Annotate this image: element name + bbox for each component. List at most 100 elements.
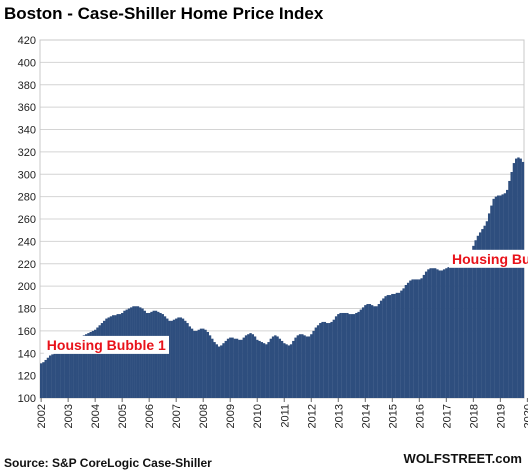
bar [312, 330, 315, 399]
bar [352, 314, 356, 398]
x-tick-label: 2014 [360, 404, 372, 428]
bar [472, 245, 475, 398]
y-tick-label: 380 [18, 80, 36, 92]
bar [265, 344, 268, 398]
bar [463, 263, 466, 398]
bar [350, 314, 354, 398]
bar [370, 305, 374, 398]
bar [193, 330, 196, 399]
bar [145, 312, 149, 398]
x-tick-label: 2015 [387, 404, 399, 428]
bar [445, 268, 448, 398]
bar [287, 345, 291, 398]
bar [204, 329, 207, 398]
bar [280, 340, 284, 398]
bar [260, 342, 264, 398]
bar [211, 338, 214, 398]
bar [496, 195, 500, 398]
bar [364, 305, 367, 398]
bar [348, 314, 351, 398]
bar [244, 335, 248, 398]
bar [433, 268, 437, 398]
bar [217, 346, 221, 398]
bar [94, 329, 97, 398]
bar [517, 157, 520, 398]
bar [346, 312, 349, 398]
bar [276, 336, 279, 398]
bar [334, 316, 338, 398]
bar [105, 318, 108, 398]
x-tick-label: 2017 [441, 404, 453, 428]
bar [431, 268, 435, 398]
bar [78, 337, 81, 398]
bar [316, 325, 320, 398]
y-tick-label: 280 [18, 192, 36, 204]
bar [420, 278, 423, 398]
bar [69, 342, 72, 398]
bar [427, 269, 430, 398]
bar [508, 180, 511, 398]
bar [406, 282, 410, 398]
bar [213, 342, 216, 398]
y-tick-label: 400 [18, 57, 36, 69]
bar [76, 338, 79, 398]
bar [80, 336, 83, 398]
bar [442, 269, 446, 398]
bar [355, 312, 358, 398]
bar [411, 279, 414, 398]
bar [451, 265, 455, 398]
y-tick-label: 100 [18, 393, 36, 405]
bar [159, 312, 162, 398]
annotation-background [43, 335, 170, 354]
x-tick-label: 2011 [279, 404, 291, 428]
bar [199, 328, 203, 398]
y-tick-label: 140 [18, 348, 36, 360]
bar [51, 354, 54, 398]
bar [179, 317, 182, 398]
bar [490, 205, 493, 398]
bar [314, 327, 318, 398]
bar [487, 213, 491, 398]
bar [339, 312, 342, 398]
bar [377, 304, 381, 398]
bar [55, 349, 59, 398]
bar [44, 359, 47, 398]
x-tick-label: 2004 [90, 404, 102, 428]
bar [467, 257, 471, 398]
bar [404, 285, 408, 398]
bar [321, 321, 324, 398]
bar [152, 310, 155, 398]
bar [202, 328, 205, 398]
bar [384, 296, 387, 398]
bar [247, 334, 250, 398]
bar [154, 310, 158, 398]
x-tick-label: 2007 [171, 404, 183, 428]
bar [397, 292, 401, 398]
bar [224, 340, 227, 398]
bar [310, 334, 313, 398]
bar [121, 312, 124, 398]
bar [307, 336, 311, 398]
bar [492, 198, 495, 398]
bar [301, 334, 304, 398]
bar [53, 352, 56, 398]
bar [112, 315, 115, 398]
y-tick-label: 200 [18, 281, 36, 293]
bar [285, 344, 288, 398]
annotation-background [449, 249, 528, 268]
gridlines [39, 39, 525, 399]
bar [64, 344, 68, 398]
bar [456, 265, 459, 398]
bar [278, 338, 282, 398]
bar [415, 279, 419, 398]
bar [499, 195, 502, 398]
bar [271, 336, 275, 398]
bar [476, 235, 480, 398]
bar [215, 344, 218, 398]
bar [283, 343, 286, 398]
bar [100, 323, 104, 398]
annotation-label: Housing Bubble 2 [452, 251, 528, 267]
bar [440, 270, 444, 398]
bar [96, 327, 99, 398]
